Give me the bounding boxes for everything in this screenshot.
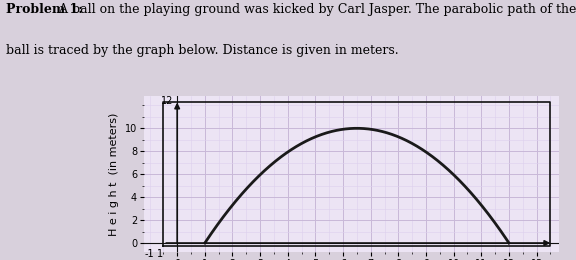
- Text: -1: -1: [145, 249, 154, 259]
- Text: Problem 1:: Problem 1:: [6, 3, 82, 16]
- Text: 12: 12: [161, 96, 173, 106]
- Y-axis label: H e i g h t  (in meters): H e i g h t (in meters): [109, 113, 119, 236]
- Text: A ball on the playing ground was kicked by Carl Jasper. The parabolic path of th: A ball on the playing ground was kicked …: [55, 3, 576, 16]
- Text: ball is traced by the graph below. Distance is given in meters.: ball is traced by the graph below. Dista…: [6, 44, 399, 57]
- Text: 1: 1: [157, 249, 164, 259]
